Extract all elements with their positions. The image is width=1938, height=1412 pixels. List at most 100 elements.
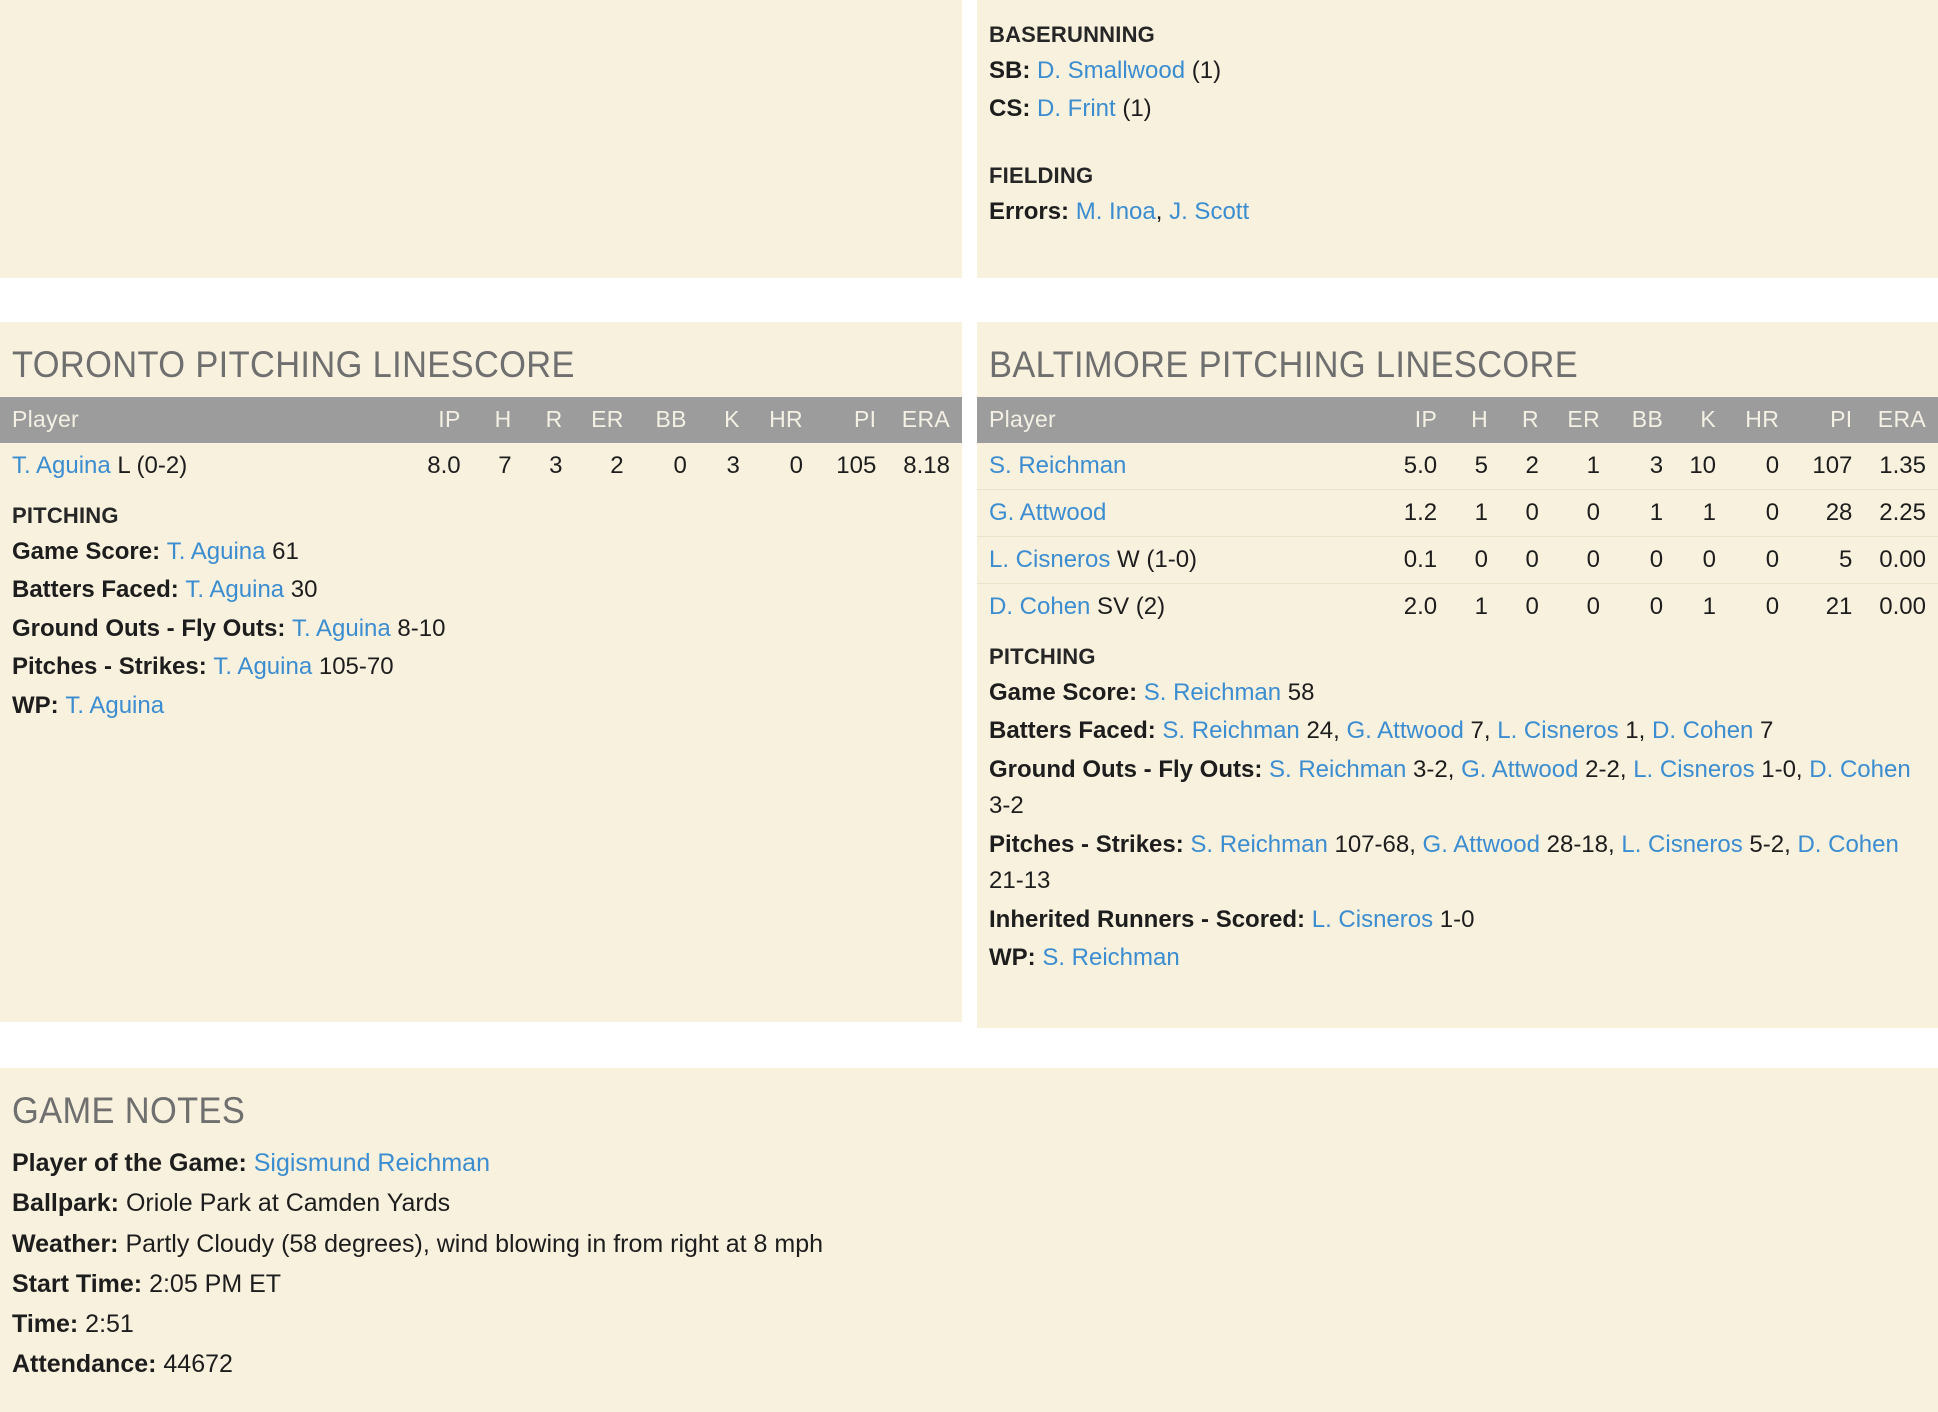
stat-cell-h: 1 — [1437, 489, 1489, 537]
pitcher-cell: D. Cohen SV (2) — [977, 583, 1375, 630]
column-header-h: H — [1437, 397, 1489, 443]
stat-cell-k: 1 — [1663, 489, 1717, 537]
stat-value: 3-2 — [989, 792, 1024, 820]
stat-cell-r: 3 — [549, 452, 563, 479]
game-note-value: Oriole Park at Camden Yards — [125, 1189, 451, 1218]
stat-label: Pitches - Strikes: — [989, 830, 1191, 858]
player-link[interactable]: L. Cisneros — [1497, 717, 1619, 745]
stat-label: WP: — [989, 944, 1043, 972]
stat-line: Ground Outs - Fly Outs: S. Reichman 3-2,… — [989, 751, 1926, 826]
player-link[interactable]: T. Aguina — [166, 538, 266, 565]
toronto-pitching-details: Game Score: T. Aguina 61 Batters Faced: T… — [12, 533, 950, 725]
column-header-bb: BB — [1599, 397, 1664, 443]
player-link[interactable]: T. Aguina — [213, 653, 313, 681]
player-link[interactable]: S. Reichman — [1190, 830, 1328, 858]
baserunning-lines: SB: D. Smallwood (1) CS: D. Frint (1) — [989, 52, 1926, 129]
column-header-player: Player — [0, 397, 398, 443]
baltimore-pitching-title: BALTIMORE PITCHING LINESCORE — [989, 344, 1579, 385]
player-link[interactable]: Sigismund Reichman — [253, 1149, 490, 1177]
stat-label: WP: — [12, 691, 66, 719]
player-link[interactable]: T. Aguina — [12, 452, 111, 479]
player-link[interactable]: G. Attwood — [1346, 717, 1464, 745]
stat-cell-hr: 0 — [1716, 489, 1780, 537]
stat-cell-ip: 2.0 — [1374, 583, 1438, 630]
stat-value: 3-2, — [1406, 755, 1462, 783]
player-link[interactable]: S. Reichman — [989, 452, 1127, 479]
player-link[interactable]: L. Cisneros — [1621, 830, 1743, 858]
game-note-line: Weather: Partly Cloudy (58 degrees), win… — [12, 1224, 1926, 1264]
column-header-r: R — [1488, 397, 1539, 443]
player-link[interactable]: G. Attwood — [1422, 830, 1540, 858]
player-link[interactable]: G. Attwood — [989, 499, 1107, 526]
player-link[interactable]: S. Reichman — [1143, 679, 1282, 706]
column-header-ip: IP — [397, 397, 461, 443]
stat-cell-pi: 107 — [1812, 452, 1853, 479]
player-link[interactable]: S. Reichman — [1042, 944, 1180, 972]
table-row: L. Cisneros W (1-0) 0.1 0 0 0 0 0 0 5 0.00 — [977, 536, 1938, 584]
stat-value: 1-0 — [1433, 905, 1475, 933]
player-link[interactable]: D. Frint — [1037, 95, 1116, 123]
player-link[interactable]: M. Inoa — [1075, 197, 1156, 225]
stat-cell-er: 1 — [1586, 452, 1600, 479]
game-note-value: 44672 — [163, 1350, 233, 1379]
stat-line: Errors: M. Inoa, J. Scott — [989, 193, 1926, 231]
stat-cell-r: 0 — [1488, 489, 1539, 537]
column-header-player: Player — [977, 397, 1375, 443]
stat-cell-k: 0 — [1663, 536, 1717, 584]
stat-value: (1) — [1115, 95, 1152, 123]
player-link[interactable]: S. Reichman — [1162, 717, 1300, 745]
player-link[interactable]: T. Aguina — [185, 576, 285, 604]
player-link[interactable]: S. Reichman — [1268, 755, 1407, 783]
player-link[interactable]: T. Aguina — [291, 614, 391, 642]
stat-cell-k: 3 — [726, 452, 740, 479]
stat-label: Errors: — [989, 197, 1076, 225]
player-link[interactable]: L. Cisneros — [1311, 905, 1434, 933]
player-link[interactable]: D. Cohen — [1809, 755, 1911, 783]
stat-line: Game Score: T. Aguina 61 — [12, 533, 950, 571]
column-header-hr: HR — [1716, 397, 1780, 443]
game-note-label: Start Time: — [12, 1269, 150, 1298]
stat-label: CS: — [989, 95, 1037, 123]
stat-value: , — [1155, 197, 1163, 225]
column-header-ip: IP — [1374, 397, 1438, 443]
stat-cell-ip: 5.0 — [1403, 452, 1438, 479]
game-note-value: Partly Cloudy (58 degrees), wind blowing… — [125, 1229, 823, 1258]
stat-value: 105-70 — [312, 653, 394, 681]
player-link[interactable]: L. Cisneros — [989, 546, 1111, 573]
game-note-label: Player of the Game: — [12, 1149, 254, 1177]
game-note-value: 2:51 — [85, 1310, 134, 1338]
player-link[interactable]: T. Aguina — [65, 691, 165, 719]
stat-cell-era: 0.00 — [1852, 583, 1938, 630]
stat-cell-ip: 0.1 — [1374, 536, 1438, 584]
player-link[interactable]: D. Cohen — [1797, 830, 1899, 858]
stat-cell-r: 0 — [1488, 536, 1539, 584]
stat-value: 5-2, — [1742, 830, 1798, 858]
stat-cell-r: 0 — [1488, 583, 1539, 630]
stat-line: Pitches - Strikes: S. Reichman 107-68, G… — [989, 826, 1926, 901]
stat-value: 1-0, — [1754, 755, 1810, 783]
stat-line: Batters Faced: T. Aguina 30 — [12, 571, 950, 609]
game-note-value: 2:05 PM ET — [149, 1269, 282, 1298]
game-note-line: Ballpark: Oriole Park at Camden Yards — [12, 1183, 1926, 1223]
player-link[interactable]: D. Smallwood — [1037, 57, 1186, 84]
player-link[interactable]: D. Cohen — [1652, 717, 1754, 745]
column-header-k: K — [686, 397, 740, 443]
toronto-pitching-title: TORONTO PITCHING LINESCORE — [12, 344, 575, 385]
player-link[interactable]: J. Scott — [1169, 197, 1250, 225]
stat-value: W (1-0) — [1110, 546, 1198, 573]
player-link[interactable]: L. Cisneros — [1633, 755, 1755, 783]
stat-cell-hr: 0 — [789, 452, 803, 479]
column-header-hr: HR — [739, 397, 803, 443]
game-notes-panel: GAME NOTES Player of the Game: Sigismund… — [0, 1068, 1938, 1412]
player-link[interactable]: G. Attwood — [1461, 755, 1579, 783]
player-link[interactable]: D. Cohen — [989, 593, 1091, 620]
baltimore-pitching-details-heading: PITCHING — [989, 644, 1096, 669]
stat-line: SB: D. Smallwood (1) — [989, 52, 1926, 90]
game-note-label: Attendance: — [12, 1350, 164, 1379]
stat-label: Batters Faced: — [989, 717, 1163, 745]
stat-value: 8-10 — [390, 614, 446, 642]
stat-value: 1, — [1618, 717, 1652, 745]
column-header-er: ER — [1538, 397, 1600, 443]
stat-cell-h: 5 — [1474, 452, 1489, 479]
